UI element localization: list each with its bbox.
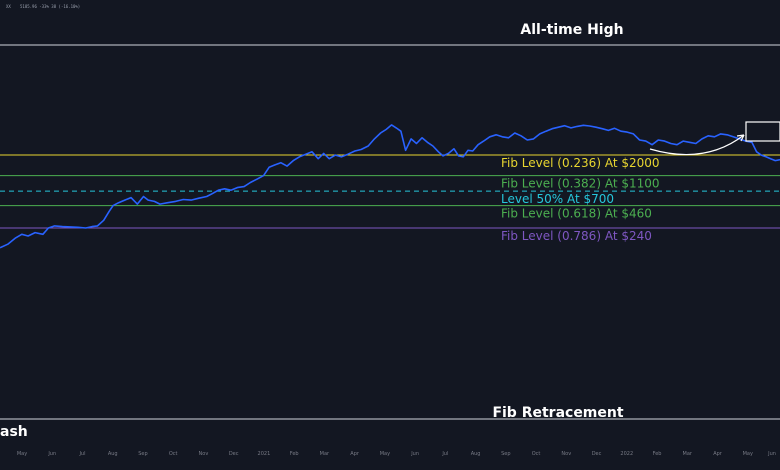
x-tick-label: Nov xyxy=(199,451,209,457)
x-tick-label: May xyxy=(743,451,753,457)
x-tick-label: Mar xyxy=(683,451,693,457)
x-tick-label: 2021 xyxy=(258,451,271,457)
x-tick-label: Apr xyxy=(713,451,723,457)
x-tick-label: May xyxy=(17,451,27,457)
fib-label-l0500: Level 50% At $700 xyxy=(501,192,614,206)
x-tick-label: Jul xyxy=(78,451,85,457)
highlight-box xyxy=(745,121,780,142)
x-tick-label: Nov xyxy=(561,451,571,457)
x-tick-label: Mar xyxy=(320,451,330,457)
fib-label-l0382: Fib Level (0.382) At $1100 xyxy=(501,177,660,191)
x-tick-label: Jun xyxy=(47,451,56,457)
fib-label-l0786: Fib Level (0.786) At $240 xyxy=(501,229,652,243)
x-tick-label: Sep xyxy=(501,451,510,457)
arrow xyxy=(649,134,745,156)
x-tick-label: Sep xyxy=(138,451,147,457)
crash-label: ash xyxy=(0,424,28,440)
x-axis-ticks: May Jun Jul Aug Sep Oct Nov Dec 2021 Feb Mar Apr May… xyxy=(17,451,776,457)
x-tick-label: 2022 xyxy=(620,451,633,457)
arrow-head xyxy=(736,134,745,142)
fib-label-l0236: Fib Level (0.236) At $2000 xyxy=(501,156,660,170)
x-tick-label: Jun xyxy=(767,451,776,457)
x-tick-label: Dec xyxy=(229,451,239,457)
x-tick-label: Aug xyxy=(108,451,118,457)
fib-retracement-label: Fib Retracement xyxy=(492,405,623,421)
fib-label-l0618: Fib Level (0.618) At $460 xyxy=(501,207,652,221)
x-tick-label: Dec xyxy=(592,451,602,457)
x-tick-label: Jun xyxy=(410,451,419,457)
x-tick-label: Oct xyxy=(532,451,541,457)
x-tick-label: Aug xyxy=(471,451,481,457)
x-tick-label: May xyxy=(380,451,390,457)
symbol-text: XX xyxy=(6,4,11,9)
x-tick-label: Apr xyxy=(350,451,360,457)
fib-levels: Fib Level (0.236) At $2000 Fib Level (0.3… xyxy=(0,154,780,243)
x-tick-label: Feb xyxy=(653,451,662,457)
price-line xyxy=(0,124,780,249)
all-time-high-label: All-time High xyxy=(520,22,623,38)
quote-text: 5185.96 -33% 38 (-16.10%) xyxy=(20,4,80,9)
x-tick-label: Feb xyxy=(290,451,299,457)
x-tick-label: Oct xyxy=(169,451,178,457)
x-tick-label: Jul xyxy=(441,451,448,457)
